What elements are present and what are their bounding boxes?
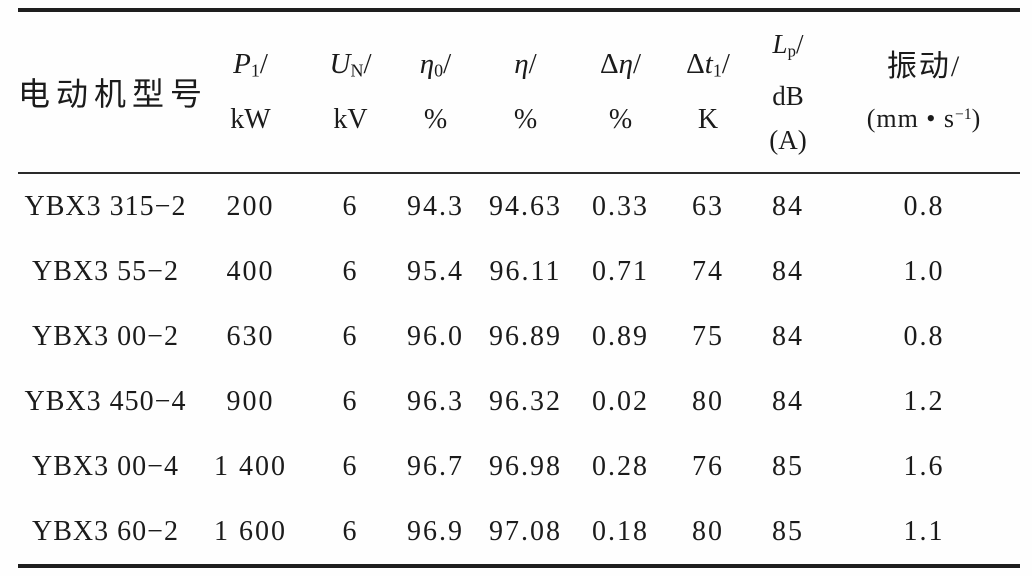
cell-delta-eta: 0.18 <box>592 515 649 547</box>
col-header-eta: η/ % <box>478 10 573 174</box>
cell-un: 6 <box>342 450 359 482</box>
delta-eta-unit-line: % <box>608 104 633 136</box>
col-header-eta0: η0/ % <box>393 10 478 174</box>
cell-lp: 84 <box>772 255 804 287</box>
cell-delta-t1: 63 <box>692 190 724 222</box>
col-header-model: 电动机型号 <box>18 10 209 174</box>
lp-symbol-line: Lp/ <box>772 29 804 61</box>
cell-eta: 97.08 <box>489 515 562 547</box>
lp-unit2-line: (A) <box>769 124 807 155</box>
cell-eta: 96.11 <box>489 255 562 287</box>
cell-p1: 400 <box>226 255 275 287</box>
cell-model: YBX3 00−4 <box>32 450 179 482</box>
table-row: YBX3 00−2 630 6 96.0 96.89 0.89 75 84 0.… <box>18 304 1020 369</box>
cell-lp: 85 <box>772 515 804 547</box>
p1-symbol-line: P1/ <box>233 47 268 81</box>
table-row: YBX3 450−4 900 6 96.3 96.32 0.02 80 84 1… <box>18 369 1020 434</box>
cell-p1: 900 <box>226 385 275 417</box>
cell-vibration: 0.8 <box>903 190 945 222</box>
cell-delta-eta: 0.89 <box>592 320 649 352</box>
eta-symbol-line: η/ <box>514 47 537 80</box>
delta-eta-symbol-line: Δη/ <box>599 47 642 80</box>
table-row: YBX3 00−4 1 400 6 96.7 96.98 0.28 76 85 … <box>18 434 1020 499</box>
cell-eta: 94.63 <box>489 190 562 222</box>
cell-eta0: 96.9 <box>407 515 464 547</box>
cell-delta-t1: 80 <box>692 515 724 547</box>
cell-delta-eta: 0.71 <box>592 255 649 287</box>
cell-lp: 84 <box>772 320 804 352</box>
cell-lp: 84 <box>772 190 804 222</box>
cell-un: 6 <box>342 515 359 547</box>
delta-t1-symbol-line: Δt1/ <box>686 47 730 81</box>
cell-vibration: 1.0 <box>903 255 945 287</box>
cell-delta-t1: 80 <box>692 385 724 417</box>
cell-eta0: 96.3 <box>407 385 464 417</box>
vibration-label-line: 振动/ <box>886 50 962 84</box>
table-row: YBX3 55−2 400 6 95.4 96.11 0.71 74 84 1.… <box>18 239 1020 304</box>
cell-delta-eta: 0.28 <box>592 450 649 482</box>
motor-performance-table: 电动机型号 P1/ kW UN/ kV η0/ % η/ % <box>18 8 1020 568</box>
cell-delta-t1: 76 <box>692 450 724 482</box>
cell-model: YBX3 450−4 <box>24 385 187 417</box>
cell-vibration: 1.6 <box>903 450 945 482</box>
lp-unit-line: dB <box>772 80 804 111</box>
cell-lp: 84 <box>772 385 804 417</box>
cell-un: 6 <box>342 320 359 352</box>
cell-vibration: 1.2 <box>903 385 945 417</box>
cell-un: 6 <box>342 255 359 287</box>
header-row: 电动机型号 P1/ kW UN/ kV η0/ % η/ % <box>18 10 1020 174</box>
col-header-delta-t1: Δt1/ K <box>668 10 748 174</box>
col-header-un-kv: UN/ kV <box>308 10 393 174</box>
cell-model: YBX3 60−2 <box>32 515 179 547</box>
cell-delta-t1: 74 <box>692 255 724 287</box>
cell-eta: 96.89 <box>489 320 562 352</box>
un-unit-line: kV <box>333 104 368 136</box>
p1-unit-line: kW <box>230 104 271 136</box>
col-header-p1-kw: P1/ kW <box>193 10 308 174</box>
cell-model: YBX3 00−2 <box>32 320 179 352</box>
cell-p1: 1 600 <box>214 515 287 547</box>
cell-model: YBX3 55−2 <box>32 255 179 287</box>
cell-p1: 200 <box>226 190 275 222</box>
un-symbol-line: UN/ <box>329 47 372 81</box>
eta-unit-line: % <box>513 104 538 136</box>
cell-vibration: 1.1 <box>903 515 945 547</box>
cell-model: YBX3 315−2 <box>24 190 187 222</box>
cell-eta0: 96.7 <box>407 450 464 482</box>
cell-un: 6 <box>342 190 359 222</box>
cell-eta: 96.98 <box>489 450 562 482</box>
col-header-lp: Lp/ dB (A) <box>748 10 828 174</box>
cell-eta: 96.32 <box>489 385 562 417</box>
cell-p1: 630 <box>226 320 275 352</box>
model-header-label: 电动机型号 <box>18 76 209 112</box>
cell-vibration: 0.8 <box>903 320 945 352</box>
cell-delta-eta: 0.33 <box>592 190 649 222</box>
vibration-unit-line: (mm • s−1) <box>866 103 982 133</box>
cell-lp: 85 <box>772 450 804 482</box>
cell-delta-eta: 0.02 <box>592 385 649 417</box>
cell-eta0: 95.4 <box>407 255 464 287</box>
col-header-delta-eta: Δη/ % <box>573 10 668 174</box>
eta0-symbol-line: η0/ <box>419 47 452 81</box>
cell-eta0: 96.0 <box>407 320 464 352</box>
cell-eta0: 94.3 <box>407 190 464 222</box>
cell-delta-t1: 75 <box>692 320 724 352</box>
table-row: YBX3 315−2 200 6 94.3 94.63 0.33 63 84 0… <box>18 173 1020 239</box>
cell-un: 6 <box>342 385 359 417</box>
cell-p1: 1 400 <box>214 450 287 482</box>
delta-t1-unit-line: K <box>697 104 719 136</box>
col-header-vibration: 振动/ (mm • s−1) <box>828 10 1020 174</box>
eta0-unit-line: % <box>423 104 448 136</box>
table-row: YBX3 60−2 1 600 6 96.9 97.08 0.18 80 85 … <box>18 499 1020 566</box>
